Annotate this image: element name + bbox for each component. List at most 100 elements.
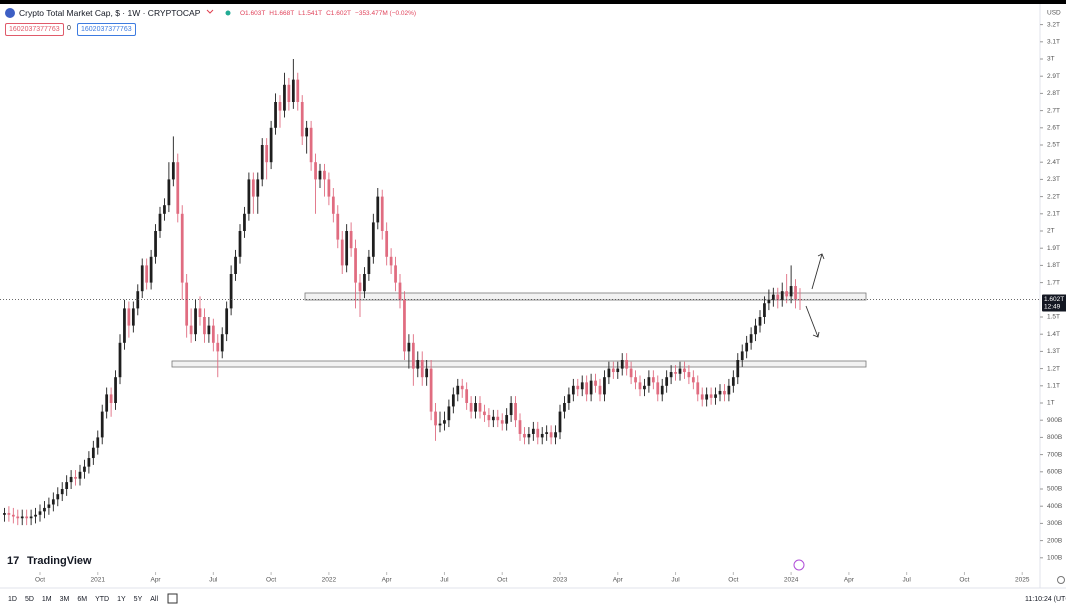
candle-body (260, 145, 264, 180)
candle-body (251, 179, 255, 197)
candle-body (105, 394, 109, 412)
candle-body (225, 308, 229, 335)
candle-body (723, 390, 726, 395)
candle-body (278, 102, 282, 111)
arrow-down (805, 305, 820, 338)
candle-body (665, 377, 669, 386)
candle-body (314, 162, 317, 180)
candle-body (243, 213, 246, 231)
candle-body (363, 274, 366, 292)
candle-body (451, 394, 455, 407)
candle-body (140, 265, 144, 292)
candle-body (287, 84, 291, 102)
last-price-tag (1042, 294, 1066, 312)
candle-body (754, 325, 757, 335)
y-tick-label: 3T (1047, 56, 1055, 63)
symbol-icon (5, 8, 15, 18)
candle-body (674, 372, 677, 374)
range-button[interactable]: YTD (95, 596, 109, 603)
x-tick-label: 2022 (322, 577, 337, 584)
candle-body (611, 368, 615, 373)
candle-body (443, 420, 446, 424)
candle-body (669, 372, 673, 378)
candle-body (385, 231, 389, 257)
y-tick-label: 1.9T (1047, 245, 1060, 252)
candle-body (718, 390, 722, 395)
y-tick-label: 2.7T (1047, 107, 1060, 114)
candle-body (727, 385, 731, 395)
x-tick-label: Apr (613, 577, 624, 584)
candle-body (389, 256, 393, 266)
candle-body (687, 372, 691, 378)
candle-body (447, 406, 451, 421)
candle-body (420, 360, 424, 378)
candle-body (194, 308, 197, 335)
ohlc-label: −353.477M (−0.02%) (355, 10, 416, 17)
candle-body (11, 514, 15, 517)
candle-body (65, 482, 69, 489)
x-tick-label: Apr (382, 577, 393, 584)
candle-body (323, 170, 326, 180)
candle-body (16, 516, 20, 519)
y-tick-label: 900B (1047, 417, 1062, 424)
ask-badge: 1602037377763 (77, 23, 136, 36)
x-tick-label: Jul (209, 577, 218, 584)
candle-body (767, 299, 771, 304)
candle-body (269, 127, 273, 163)
range-button[interactable]: 5D (25, 596, 34, 603)
candle-body (563, 403, 566, 412)
range-button[interactable]: 3M (60, 596, 70, 603)
candle-body (567, 394, 571, 403)
x-tick-label: Oct (35, 577, 45, 584)
candle-body (594, 380, 597, 386)
candle-body (211, 325, 215, 343)
y-tick-label: 2.9T (1047, 73, 1060, 80)
candle-body (638, 382, 642, 390)
y-tick-label: 2.1T (1047, 211, 1060, 218)
y-tick-label: 3.2T (1047, 21, 1060, 28)
clock: 11:10:24 (UTC (1025, 596, 1066, 603)
range-button[interactable]: 1M (42, 596, 52, 603)
candle-body (358, 282, 362, 292)
candle-body (678, 368, 682, 374)
range-button[interactable]: 5Y (134, 596, 143, 603)
arrow-up (811, 253, 825, 290)
y-tick-label: 2.4T (1047, 159, 1060, 166)
x-tick-label: Apr (150, 577, 161, 584)
candle-body (487, 415, 491, 421)
x-tick-label: 2024 (784, 577, 799, 584)
candle-body (114, 377, 117, 403)
range-button[interactable]: 6M (77, 596, 87, 603)
candle-body (349, 231, 353, 249)
candle-body (189, 325, 193, 335)
candle-body (176, 162, 180, 214)
candle-body (598, 385, 602, 395)
zone-rect (171, 360, 867, 368)
candle-body (647, 377, 651, 386)
candle-body (474, 403, 477, 412)
candle-body (96, 437, 100, 448)
candle-body (256, 179, 260, 197)
y-tick-label: 1.2T (1047, 365, 1060, 372)
candle-body (629, 368, 633, 378)
candle-body (145, 265, 149, 283)
range-button[interactable]: 1D (8, 596, 17, 603)
alert-icon (206, 9, 214, 14)
candle-body (380, 196, 384, 231)
candle-body (425, 368, 429, 378)
candle-body (51, 499, 55, 505)
range-button[interactable]: All (150, 596, 158, 603)
event-icon (793, 559, 805, 571)
y-tick-label: 2T (1047, 228, 1055, 235)
candle-body (25, 516, 29, 519)
candle-body (3, 513, 6, 515)
range-button[interactable]: 1Y (117, 596, 126, 603)
candle-body (683, 368, 686, 373)
candle-body (691, 377, 695, 383)
ohlc-label: O1.603T (240, 10, 265, 17)
candle-body (327, 179, 331, 197)
candle-body (505, 415, 509, 424)
candle-body (523, 433, 526, 438)
